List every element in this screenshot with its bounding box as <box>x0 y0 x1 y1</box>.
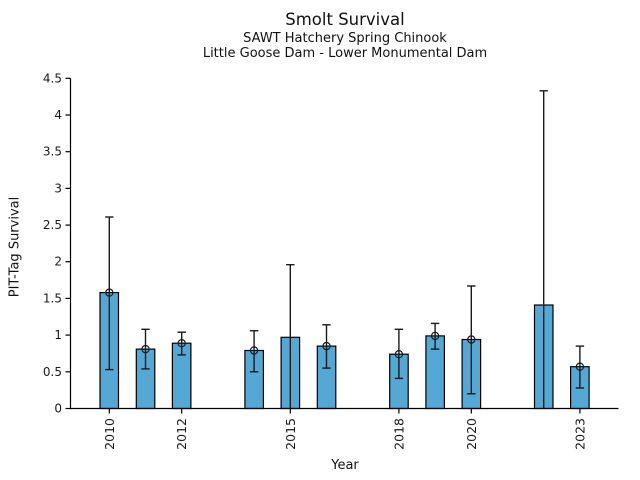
marker-2011 <box>141 344 150 354</box>
x-tick-label-2018: 2018 <box>391 418 406 450</box>
marker-2023 <box>575 362 585 371</box>
marker-2020 <box>467 335 476 344</box>
y-tick-label-2.5: 2.5 <box>43 218 62 232</box>
y-axis-label: PIT-Tag Survival <box>7 196 23 298</box>
marker-2010 <box>105 288 114 297</box>
chart-subtitle-line1: SAWT Hatchery Spring Chinook <box>243 30 447 46</box>
y-tick-label-1: 1 <box>54 328 62 342</box>
y-tick-label-2: 2 <box>54 255 62 269</box>
marker-2018 <box>394 350 404 359</box>
marker-2014 <box>249 346 259 355</box>
chart-subtitle-line2: Little Goose Dam - Lower Monumental Dam <box>202 46 488 62</box>
x-tick-label-2015: 2015 <box>283 418 298 450</box>
y-tick-label-3: 3 <box>54 181 62 195</box>
y-tick-label-0.5: 0.5 <box>43 365 62 379</box>
x-axis-label: Year <box>331 458 359 473</box>
marker-2012 <box>177 339 186 348</box>
marker-2016 <box>322 341 331 351</box>
title-block: Smolt Survival SAWT Hatchery Spring Chin… <box>71 10 619 62</box>
marker-2019 <box>430 331 440 341</box>
x-tick-label-2023: 2023 <box>572 418 587 450</box>
chart-title: Smolt Survival <box>285 10 405 29</box>
y-tick-label-1.5: 1.5 <box>43 291 62 305</box>
x-tick-label-2012: 2012 <box>174 418 189 450</box>
y-tick-label-4.5: 4.5 <box>43 71 62 85</box>
y-tick-label-3.5: 3.5 <box>43 145 62 159</box>
x-tick-label-2010: 2010 <box>102 418 117 450</box>
y-tick-label-4: 4 <box>54 108 62 122</box>
y-tick-label-0: 0 <box>54 402 62 416</box>
x-tick-label-2020: 2020 <box>464 418 479 450</box>
